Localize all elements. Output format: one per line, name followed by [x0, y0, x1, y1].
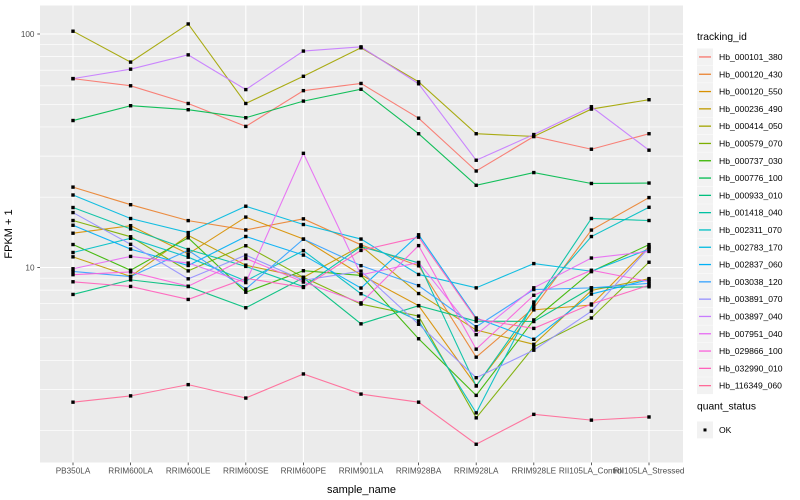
svg-text:Hb_002311_070: Hb_002311_070	[719, 225, 782, 235]
svg-text:Hb_003891_070: Hb_003891_070	[719, 294, 783, 304]
svg-text:Hb_000236_490: Hb_000236_490	[719, 104, 783, 114]
svg-text:Hb_003897_040: Hb_003897_040	[719, 311, 783, 321]
svg-text:Hb_000933_010: Hb_000933_010	[719, 190, 783, 200]
svg-text:RRIM928BA: RRIM928BA	[396, 467, 442, 476]
svg-text:10: 10	[25, 264, 35, 273]
svg-text:RRIM600SE: RRIM600SE	[223, 467, 269, 476]
svg-text:RRIM600PE: RRIM600PE	[281, 467, 327, 476]
svg-text:Hb_000414_050: Hb_000414_050	[719, 121, 783, 131]
svg-text:Hb_000579_070: Hb_000579_070	[719, 138, 783, 148]
svg-text:RRIM600LA: RRIM600LA	[108, 467, 153, 476]
svg-text:Hb_002783_170: Hb_002783_170	[719, 242, 783, 252]
svg-text:Hb_000737_030: Hb_000737_030	[719, 156, 783, 166]
svg-text:quant_status: quant_status	[697, 402, 756, 413]
svg-text:Hb_003038_120: Hb_003038_120	[719, 277, 783, 287]
svg-text:RRIM901LA: RRIM901LA	[339, 467, 384, 476]
svg-text:Hb_029866_100: Hb_029866_100	[719, 346, 783, 356]
svg-text:Hb_000120_550: Hb_000120_550	[719, 87, 783, 97]
svg-text:Hb_007951_040: Hb_007951_040	[719, 329, 783, 339]
svg-text:Hb_000120_430: Hb_000120_430	[719, 69, 783, 79]
svg-text:PB350LA: PB350LA	[56, 467, 91, 476]
svg-text:RRIM928LE: RRIM928LE	[511, 467, 556, 476]
svg-text:RII105LA_Stressed: RII105LA_Stressed	[613, 467, 684, 476]
svg-text:Hb_032990_010: Hb_032990_010	[719, 363, 783, 373]
svg-text:RRIM928LA: RRIM928LA	[454, 467, 499, 476]
svg-text:FPKM + 1: FPKM + 1	[3, 209, 15, 258]
svg-text:100: 100	[21, 30, 35, 39]
svg-text:Hb_000101_380: Hb_000101_380	[719, 52, 783, 62]
svg-text:RRIM600LE: RRIM600LE	[166, 467, 211, 476]
svg-text:Hb_002837_060: Hb_002837_060	[719, 260, 783, 270]
svg-text:Hb_116349_060: Hb_116349_060	[719, 381, 782, 391]
svg-text:tracking_id: tracking_id	[697, 32, 747, 43]
svg-text:OK: OK	[719, 425, 732, 435]
svg-text:Hb_000776_100: Hb_000776_100	[719, 173, 783, 183]
svg-text:sample_name: sample_name	[327, 484, 396, 496]
svg-text:Hb_001418_040: Hb_001418_040	[719, 208, 783, 218]
